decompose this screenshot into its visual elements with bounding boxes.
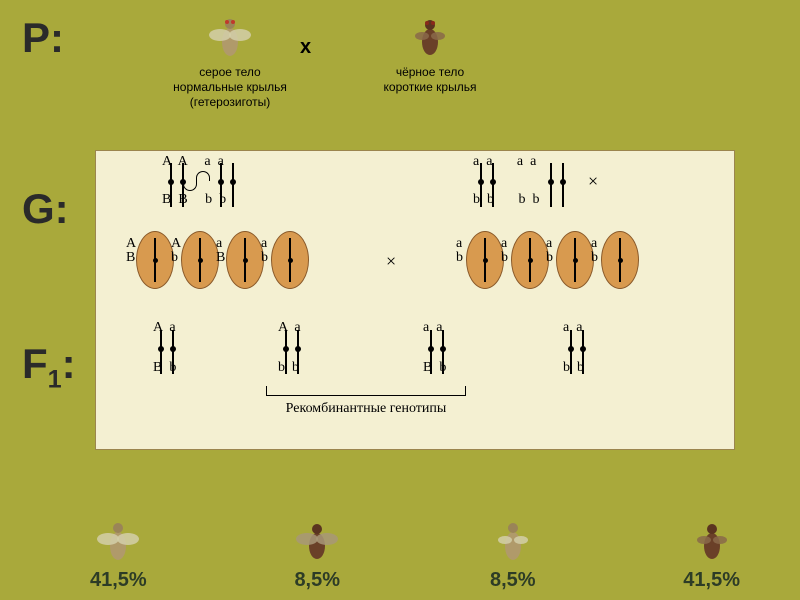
gamete-ab-r1 xyxy=(466,231,504,289)
f1-4-r2: b b xyxy=(563,361,584,375)
parent-left-line2: нормальные крылья xyxy=(140,80,320,95)
recombinant-bracket xyxy=(266,386,466,396)
f1-2-r1: A a xyxy=(278,321,301,335)
g-ab-r3-label: a b xyxy=(546,237,553,265)
g-ab-left-label: a b xyxy=(261,237,268,265)
offspring-row: 41,5% 8,5% 8,5% xyxy=(90,514,740,592)
panel-cross-top: × xyxy=(588,171,598,192)
diagram-panel: A A a a B B b b a a a a b b b b × A B A … xyxy=(95,150,735,450)
percent-1: 41,5% xyxy=(90,569,147,592)
f1-4-r1: a a xyxy=(563,321,582,335)
crossover-arc2 xyxy=(196,171,210,181)
f1-2-r2: b b xyxy=(278,361,299,375)
fly-black-icon xyxy=(405,10,455,60)
crossover-arc xyxy=(183,181,197,191)
f1-3-r2: B b xyxy=(423,361,446,375)
gamete-ab-r3 xyxy=(556,231,594,289)
f1-3-r1: a a xyxy=(423,321,442,335)
fly-offspring-1-icon xyxy=(93,514,143,564)
g-aB-label: a B xyxy=(216,237,225,265)
gamete-ab-r2 xyxy=(511,231,549,289)
percent-4: 41,5% xyxy=(683,569,740,592)
label-F1-colon: : xyxy=(62,340,76,387)
label-G: G: xyxy=(22,185,69,233)
gamete-Ab xyxy=(181,231,219,289)
panel-cross-gametes: × xyxy=(386,251,396,272)
recombinant-label: Рекомбинантные генотипы xyxy=(246,401,486,417)
slide: P: G: F1: серое тело нормальные крылья (… xyxy=(0,0,800,600)
f1-1-r2: B b xyxy=(153,361,176,375)
label-F1-1: 1 xyxy=(48,365,62,393)
parent-left: серое тело нормальные крылья (гетерозиго… xyxy=(140,10,320,110)
percent-3: 8,5% xyxy=(488,569,538,592)
p-left-geno-r2: B B b b xyxy=(162,193,226,207)
parent-left-line3: (гетерозиготы) xyxy=(140,95,320,110)
gamete-ab-r4 xyxy=(601,231,639,289)
g-AB-label: A B xyxy=(126,237,136,265)
label-F1: F1: xyxy=(22,340,76,394)
label-F1-F: F xyxy=(22,340,48,387)
p-right-geno-r1: a a a a xyxy=(473,155,536,169)
g-ab-r2-label: a b xyxy=(501,237,508,265)
fly-offspring-4-icon xyxy=(687,514,737,564)
fly-offspring-2-icon xyxy=(292,514,342,564)
offspring-3: 8,5% xyxy=(488,514,538,592)
cross-symbol: х xyxy=(300,36,311,59)
parent-left-line1: серое тело xyxy=(140,65,320,80)
parent-right-line1: чёрное тело xyxy=(350,65,510,80)
parent-right: чёрное тело короткие крылья xyxy=(350,10,510,95)
offspring-2: 8,5% xyxy=(292,514,342,592)
f1-1-r1: A a xyxy=(153,321,176,335)
gamete-ab-left xyxy=(271,231,309,289)
p-right-chrom2 xyxy=(546,159,570,211)
fly-grey-icon xyxy=(205,10,255,60)
offspring-1: 41,5% xyxy=(90,514,147,592)
gamete-AB xyxy=(136,231,174,289)
parent-right-line2: короткие крылья xyxy=(350,80,510,95)
offspring-4: 41,5% xyxy=(683,514,740,592)
g-ab-r1-label: a b xyxy=(456,237,463,265)
p-left-geno-r1: A A a a xyxy=(162,155,224,169)
fly-offspring-3-icon xyxy=(488,514,538,564)
percent-2: 8,5% xyxy=(292,569,342,592)
gamete-aB xyxy=(226,231,264,289)
label-P: P: xyxy=(22,14,64,62)
g-Ab-label: A b xyxy=(171,237,181,265)
g-ab-r4-label: a b xyxy=(591,237,598,265)
p-right-geno-r2: b b b b xyxy=(473,193,540,207)
